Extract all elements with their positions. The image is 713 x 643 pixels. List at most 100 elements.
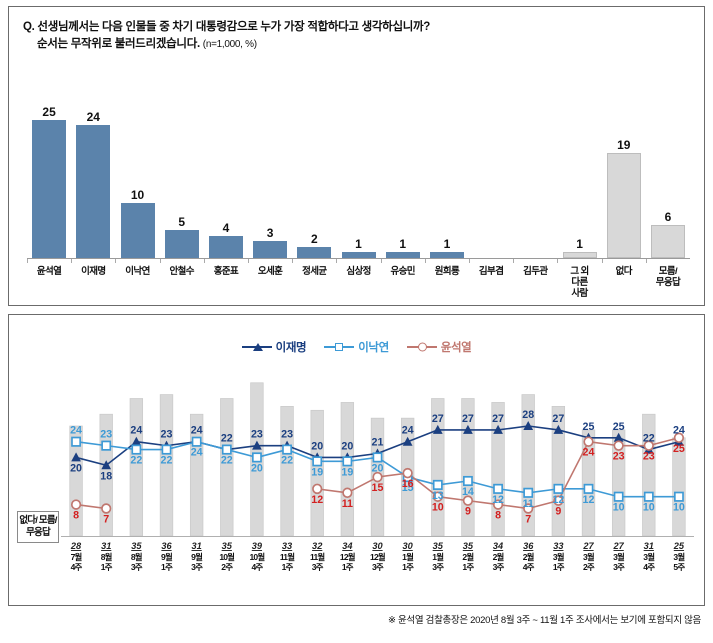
- trend-marker-circle[interactable]: [402, 467, 413, 479]
- trend-marker-square[interactable]: [161, 444, 172, 455]
- trend-bar-value-label: 34: [342, 541, 353, 551]
- trend-point-value-label: 20: [251, 462, 263, 474]
- trend-bar-value-label: 25: [673, 541, 685, 551]
- trend-marker-square[interactable]: [191, 436, 202, 447]
- trend-marker-circle[interactable]: [643, 440, 654, 451]
- trend-point-value-label: 27: [462, 413, 474, 425]
- trend-marker-square[interactable]: [101, 440, 112, 451]
- trend-marker-square[interactable]: [282, 444, 292, 455]
- trend-point-value-label: 10: [432, 502, 444, 514]
- trend-line-segment: [528, 425, 559, 431]
- legend-item-square[interactable]: 이낙연: [324, 339, 389, 355]
- trend-marker-triangle[interactable]: [252, 440, 262, 450]
- trend-point-value-label: 22: [130, 454, 142, 466]
- bar-category-label: 안철수: [169, 266, 195, 277]
- trend-marker-circle[interactable]: [583, 436, 594, 447]
- trend-marker-triangle[interactable]: [432, 424, 443, 434]
- bar-category-label: 윤석열: [36, 266, 62, 277]
- trend-marker-circle[interactable]: [613, 440, 624, 451]
- trend-marker-triangle[interactable]: [463, 424, 473, 434]
- legend-line-swatch: [324, 343, 355, 351]
- bar-column: 25: [27, 99, 71, 263]
- trend-marker-square[interactable]: [221, 444, 232, 455]
- trend-marker-circle[interactable]: [372, 471, 383, 483]
- trend-marker-square[interactable]: [493, 483, 503, 494]
- bar-axis-tick: [292, 258, 294, 263]
- legend-item-circle[interactable]: 윤석열: [406, 339, 472, 355]
- trend-marker-square[interactable]: [553, 483, 564, 494]
- bar-value-label: 5: [178, 215, 186, 230]
- trend-point-value-label: 20: [311, 440, 323, 452]
- trend-line-segment: [618, 437, 650, 451]
- trend-marker-square[interactable]: [463, 475, 473, 487]
- trend-marker-triangle[interactable]: [131, 436, 142, 446]
- bar-rect: [164, 230, 199, 258]
- trend-point-value-label: 25: [583, 421, 595, 433]
- trend-marker-square[interactable]: [674, 491, 684, 502]
- bar-column: 1: [424, 99, 469, 263]
- trend-marker-circle[interactable]: [523, 503, 534, 514]
- trend-marker-square[interactable]: [252, 452, 262, 463]
- trend-marker-triangle[interactable]: [493, 424, 503, 434]
- trend-marker-circle[interactable]: [553, 495, 564, 506]
- trend-line-segment: [347, 476, 378, 494]
- trend-x-axis: 7월 4주 8월 1주 8월 3주 9월 1주 9월 3주 10월 2주 10월 4주 11월…: [61, 552, 694, 582]
- trend-marker-square[interactable]: [643, 491, 654, 502]
- trend-marker-square[interactable]: [613, 491, 624, 502]
- trend-marker-square[interactable]: [583, 483, 594, 494]
- trend-line-segment: [106, 444, 137, 451]
- trend-x-tick-label: 9월 3주: [191, 552, 203, 572]
- trend-point-value-label: 23: [643, 451, 655, 463]
- trend-marker-circle[interactable]: [101, 503, 112, 514]
- trend-marker-square[interactable]: [131, 444, 142, 455]
- trend-bar-value-label: 35: [433, 541, 444, 551]
- trend-marker-square[interactable]: [312, 456, 323, 467]
- trend-marker-triangle[interactable]: [71, 452, 81, 462]
- trend-marker-square[interactable]: [342, 456, 353, 467]
- trend-bar-value-label: 30: [372, 541, 383, 551]
- legend-marker-square-icon: [335, 343, 344, 351]
- bar-rect: [562, 252, 597, 258]
- trend-marker-square[interactable]: [432, 479, 443, 490]
- trend-point-value-label: 15: [372, 482, 384, 494]
- trend-marker-circle[interactable]: [492, 499, 504, 510]
- trend-line-segment: [105, 441, 137, 466]
- trend-marker-square[interactable]: [372, 452, 383, 463]
- trend-marker-square[interactable]: [523, 487, 534, 498]
- trend-marker-square[interactable]: [71, 436, 81, 447]
- trend-x-tick-labels: 7월 4주 8월 1주 8월 3주 9월 1주 9월 3주 10월 2주 10월 4주 11월…: [61, 552, 694, 572]
- bar-value-label: 1: [399, 237, 407, 252]
- bar-rect: [341, 252, 376, 258]
- trend-marker-circle[interactable]: [70, 499, 82, 510]
- trend-bar-value-label: 34: [493, 541, 504, 551]
- trend-line-segment: [407, 472, 439, 498]
- trend-line-segment: [558, 429, 589, 439]
- trend-marker-triangle[interactable]: [523, 421, 534, 430]
- trend-point-value-label: 25: [673, 443, 685, 455]
- bar-axis-tick: [424, 258, 426, 263]
- trend-bar-value-label: 27: [582, 541, 594, 551]
- trend-marker-triangle[interactable]: [402, 436, 413, 446]
- bar-plot-area: 25 24 10 5 4 3 2 1 1 1 1 19 6: [27, 99, 690, 263]
- trend-marker-circle[interactable]: [312, 483, 323, 495]
- trend-marker-triangle[interactable]: [101, 460, 112, 470]
- legend-item-triangle[interactable]: 이재명: [241, 339, 307, 355]
- trend-marker-circle[interactable]: [432, 491, 443, 502]
- bar-category-label: 김부겸: [478, 266, 504, 277]
- trend-point-value-label: 23: [161, 429, 173, 441]
- bar-axis-tick: [71, 258, 73, 263]
- trend-bar-value-label: 35: [131, 541, 142, 551]
- trend-point-value-label: 11: [523, 498, 534, 510]
- trend-point-value-label: 23: [100, 429, 112, 441]
- trend-marker-circle[interactable]: [342, 487, 353, 499]
- trend-marker-circle[interactable]: [673, 432, 685, 444]
- trend-point-value-label: 7: [103, 513, 109, 525]
- trend-marker-circle[interactable]: [462, 495, 474, 506]
- trend-point-value-label: 23: [251, 429, 263, 441]
- bar-value-label: 4: [222, 220, 230, 235]
- bar-category-label: 홍준표: [213, 266, 239, 277]
- bar-rect: [76, 125, 111, 258]
- trend-marker-triangle[interactable]: [553, 424, 564, 434]
- trend-marker-triangle[interactable]: [613, 432, 624, 442]
- trend-point-value-label: 8: [495, 509, 501, 521]
